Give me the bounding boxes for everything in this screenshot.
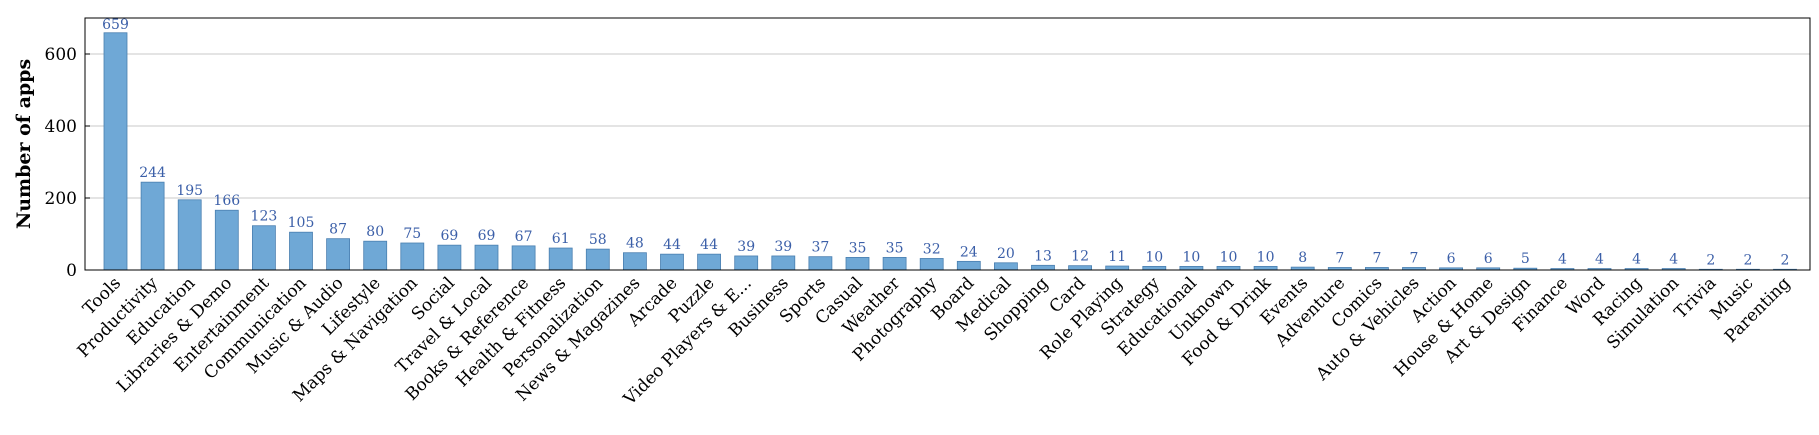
value-label: 10 (1182, 249, 1200, 265)
y-tick-label: 200 (45, 189, 77, 209)
value-label: 61 (552, 231, 570, 247)
bar (400, 242, 425, 271)
value-label: 35 (886, 240, 904, 256)
value-label: 4 (1669, 252, 1678, 268)
value-label: 69 (440, 228, 458, 244)
y-axis-ticks: 0 200 400 600 (45, 45, 90, 281)
value-label: 12 (1071, 249, 1089, 265)
bar (177, 199, 202, 271)
value-label: 195 (176, 183, 203, 199)
value-label: 6 (1447, 251, 1456, 267)
value-label: 2 (1706, 252, 1715, 268)
value-label: 10 (1145, 249, 1163, 265)
value-label: 7 (1372, 250, 1381, 266)
bar (697, 253, 721, 271)
value-label: 10 (1257, 249, 1275, 265)
value-label: 2 (1781, 252, 1790, 268)
value-label: 6 (1484, 251, 1493, 267)
value-label: 7 (1410, 250, 1419, 266)
bar (251, 225, 276, 271)
y-axis-title: Number of apps (13, 59, 35, 229)
value-label: 39 (737, 239, 755, 255)
value-label: 48 (626, 236, 644, 252)
bar (103, 32, 128, 271)
bar (1179, 265, 1204, 271)
value-label: 8 (1298, 250, 1307, 266)
value-label: 10 (1220, 249, 1238, 265)
value-label: 4 (1632, 252, 1641, 268)
bar (845, 256, 870, 271)
bar (1068, 265, 1092, 271)
value-label: 2 (1743, 252, 1752, 268)
value-label: 5 (1521, 251, 1530, 267)
bar (994, 262, 1018, 271)
bar (660, 253, 684, 271)
plot-frame (84, 17, 1811, 271)
bar (289, 231, 313, 271)
bar (474, 244, 499, 271)
bar (585, 248, 610, 271)
bar (363, 240, 388, 271)
value-label: 166 (213, 193, 240, 209)
bar (437, 244, 462, 271)
bar (1253, 265, 1278, 271)
value-label: 13 (1034, 248, 1052, 264)
value-label: 7 (1335, 250, 1344, 266)
value-label: 11 (1108, 249, 1126, 265)
bar (882, 256, 907, 271)
grid-lines (85, 53, 1810, 199)
bar (326, 238, 351, 271)
y-tick-label: 600 (45, 45, 77, 65)
bar (919, 258, 944, 271)
value-label: 4 (1558, 252, 1567, 268)
y-tick-label: 400 (45, 117, 77, 137)
bar (956, 260, 981, 271)
value-label: 58 (589, 232, 607, 248)
bar (214, 209, 239, 271)
value-label: 67 (515, 229, 533, 245)
bar (548, 247, 573, 271)
value-label: 69 (478, 228, 496, 244)
bar (1031, 264, 1055, 271)
bar (734, 255, 759, 271)
value-label: 24 (960, 244, 978, 260)
y-tick-label: 0 (66, 261, 77, 281)
value-label: 244 (139, 165, 166, 181)
bar (1142, 265, 1167, 271)
value-label: 4 (1595, 252, 1604, 268)
value-label: 105 (288, 215, 315, 231)
bar (771, 255, 796, 271)
bar (140, 181, 165, 271)
bar (1105, 265, 1130, 271)
value-label: 44 (663, 237, 681, 253)
bar (808, 256, 833, 271)
value-label: 87 (329, 222, 347, 238)
value-label: 75 (403, 226, 421, 242)
value-label: 35 (849, 240, 867, 256)
value-label: 39 (774, 239, 792, 255)
value-label: 44 (700, 237, 718, 253)
value-label: 37 (811, 240, 829, 256)
value-label: 80 (366, 224, 384, 240)
bars (103, 32, 1797, 271)
value-label: 659 (102, 17, 129, 33)
value-label: 32 (923, 241, 941, 257)
value-label: 123 (251, 209, 278, 225)
bar (511, 245, 536, 271)
value-label: 20 (997, 246, 1015, 262)
bar (623, 252, 647, 271)
bar (1216, 265, 1241, 271)
